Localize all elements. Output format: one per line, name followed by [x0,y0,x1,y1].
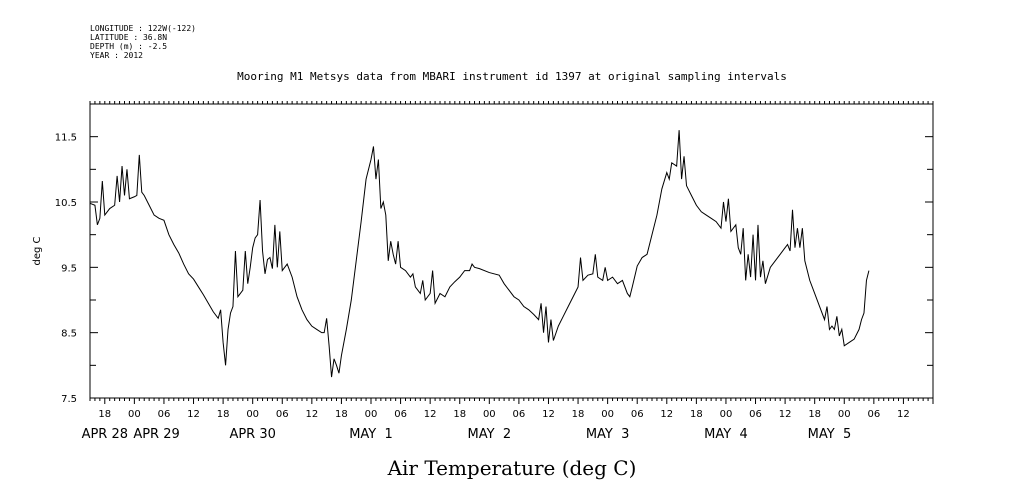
series-line [89,130,870,378]
bottom-ticks [89,398,934,404]
y-tick-label: 7.5 [61,394,77,405]
date-label: MAY 1 [349,427,393,442]
plot-frame [89,103,934,399]
x-tick-label: 00 [128,409,141,420]
x-tick-label: 18 [335,409,348,420]
depth-text: DEPTH (m) : -2.5 [90,42,167,51]
y-ticks [90,103,933,399]
x-tick-label: 06 [394,409,407,420]
date-label: APR 29 [133,427,179,442]
x-tick-label: 12 [424,409,437,420]
latitude-text: LATITUDE : 36.8N [90,33,167,42]
x-tick-label: 12 [305,409,318,420]
date-label: MAY 4 [704,427,748,442]
x-tick-label: 00 [365,409,378,420]
header-metadata: LONGITUDE : 122W(-122) LATITUDE : 36.8N … [90,24,196,60]
x-tick-label: 12 [187,409,200,420]
x-tick-label: 00 [246,409,259,420]
year-text: YEAR : 2012 [90,51,143,60]
x-tick-label: 18 [808,409,821,420]
longitude-text: LONGITUDE : 122W(-122) [90,24,196,33]
date-label: MAY 2 [468,427,512,442]
x-tick-label: 06 [749,409,762,420]
x-tick-label: 06 [276,409,289,420]
x-tick-label: 18 [98,409,111,420]
x-tick-label: 12 [660,409,673,420]
x-tick-label: 18 [453,409,466,420]
x-tick-label: 00 [720,409,733,420]
y-tick-label: 11.5 [55,133,77,144]
x-tick-label: 12 [897,409,910,420]
date-label: APR 30 [229,427,275,442]
x-tick-label: 12 [542,409,555,420]
x-tick-label: 00 [838,409,851,420]
chart-title: Mooring M1 Metsys data from MBARI instru… [237,70,787,83]
date-label: APR 28 [82,427,128,442]
date-labels: APR 28 APR 29 APR 30 MAY 1 MAY 2 MAY 3 MAY 4 MA… [82,427,852,442]
x-tick-label: 18 [690,409,703,420]
x-tick-label: 00 [601,409,614,420]
x-tick-label: 06 [631,409,644,420]
x-tick-label: 06 [158,409,171,420]
x-tick-label: 06 [513,409,526,420]
y-tick-labels: 7.5 8.5 9.5 10.5 11.5 [55,133,77,405]
date-label: MAY 3 [586,427,630,442]
y-tick-label: 9.5 [61,263,77,274]
x-axis-label: Air Temperature (deg C) [387,456,637,480]
x-tick-labels: 18 00 06 12 18 00 06 12 18 00 06 12 18 00 06 12 18 00 06 12… [98,409,909,420]
date-label: MAY 5 [808,427,852,442]
x-tick-label: 18 [217,409,230,420]
y-axis-label: deg C [32,236,43,265]
x-tick-label: 12 [779,409,792,420]
top-minor-ticks [89,101,934,104]
x-tick-label: 06 [867,409,880,420]
y-tick-label: 8.5 [61,329,77,340]
x-tick-label: 18 [572,409,585,420]
y-tick-label: 10.5 [55,198,77,209]
x-tick-label: 00 [483,409,496,420]
